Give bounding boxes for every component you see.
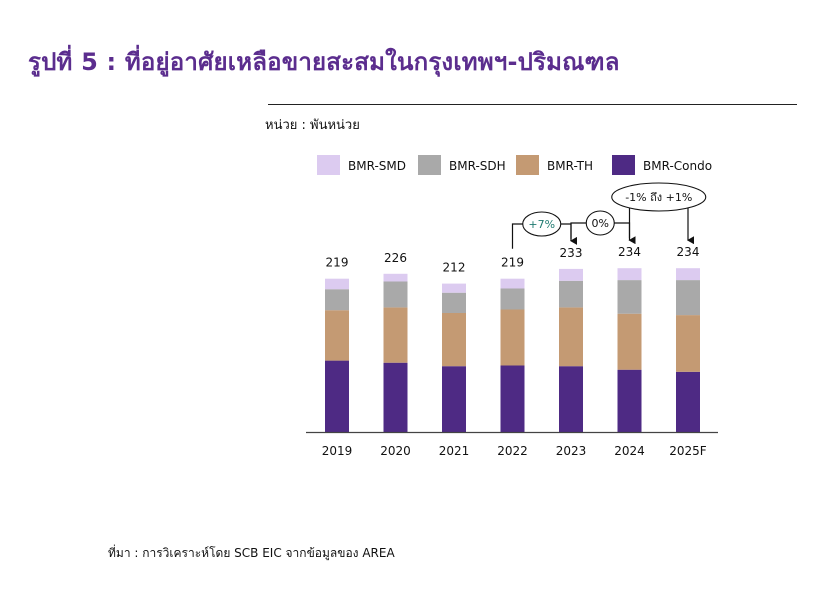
growth-annotations: +7% 0% -1% ถึง +1% bbox=[511, 182, 707, 249]
bar-bmr-sdh-2022 bbox=[500, 288, 525, 310]
total-label-2022: 219 bbox=[501, 256, 524, 270]
bar-bmr-smd-2024 bbox=[617, 268, 642, 281]
figure-title: รูปที่ 5 : ที่อยู่อาศัยเหลือขายสะสมในกรุ… bbox=[28, 48, 620, 76]
bar-bmr-sdh-2023 bbox=[559, 280, 583, 308]
x-tick-label-2021: 2021 bbox=[439, 444, 470, 458]
growth-annotation-2024-2025f-bubble bbox=[611, 182, 707, 212]
bar-bmr-sdh-2021 bbox=[442, 292, 466, 313]
bar-bmr-condo-2019 bbox=[325, 360, 349, 432]
bar-bmr-smd-2019 bbox=[325, 278, 349, 290]
x-axis-labels: 2019 2020 2021 2022 2023 2024 2025F bbox=[322, 444, 707, 458]
legend-label-bmr-sdh: BMR-SDH bbox=[449, 159, 506, 173]
x-tick-label-2023: 2023 bbox=[556, 444, 587, 458]
total-label-2025f: 234 bbox=[677, 245, 700, 259]
bar-bmr-th-2021 bbox=[442, 313, 466, 367]
bar-bmr-condo-2020 bbox=[383, 362, 408, 432]
bar-bmr-th-2022 bbox=[500, 309, 525, 366]
total-label-2020: 226 bbox=[384, 251, 407, 265]
bar-bmr-condo-2025f bbox=[676, 371, 700, 432]
bar-bmr-smd-2022 bbox=[500, 278, 525, 289]
growth-annotation-2022-2023-label: +7% bbox=[528, 218, 555, 231]
legend-swatch-bmr-condo bbox=[612, 155, 635, 175]
bar-bmr-condo-2021 bbox=[442, 366, 466, 432]
unit-label: หน่วย : พันหน่วย bbox=[265, 118, 360, 133]
total-label-2021: 212 bbox=[443, 261, 466, 275]
total-label-2024: 234 bbox=[618, 245, 641, 259]
bar-bmr-smd-2020 bbox=[383, 273, 408, 282]
bar-bmr-smd-2023 bbox=[559, 268, 583, 281]
x-tick-label-2022: 2022 bbox=[497, 444, 528, 458]
total-labels-group: 219 226 212 219 233 234 234 bbox=[326, 245, 700, 274]
bar-bmr-condo-2024 bbox=[617, 369, 642, 432]
bar-bmr-th-2023 bbox=[559, 307, 583, 367]
total-label-2023: 233 bbox=[560, 246, 583, 260]
source-note: ที่มา : การวิเคราะห์โดย SCB EIC จากข้อมู… bbox=[108, 546, 395, 560]
bar-bmr-smd-2021 bbox=[442, 283, 466, 293]
growth-annotation-2024-2025f-label: -1% ถึง +1% bbox=[625, 191, 692, 204]
bar-bmr-condo-2023 bbox=[559, 366, 583, 432]
growth-annotation-2023-2024-label: 0% bbox=[592, 217, 609, 230]
bar-bmr-condo-2022 bbox=[500, 365, 525, 432]
bar-bmr-th-2020 bbox=[383, 307, 408, 363]
x-tick-label-2019: 2019 bbox=[322, 444, 353, 458]
legend-swatch-bmr-sdh bbox=[418, 155, 441, 175]
bar-bmr-sdh-2025f bbox=[676, 280, 700, 316]
x-tick-label-2025f: 2025F bbox=[669, 444, 707, 458]
bar-bmr-th-2019 bbox=[325, 310, 349, 361]
legend-label-bmr-th: BMR-TH bbox=[547, 159, 593, 173]
chart-legend: BMR-SMD BMR-SDH BMR-TH BMR-Condo bbox=[317, 155, 712, 175]
bar-bmr-sdh-2024 bbox=[617, 280, 642, 314]
legend-swatch-bmr-th bbox=[516, 155, 539, 175]
growth-annotation-2022-2023-bubble bbox=[522, 211, 562, 237]
title-divider bbox=[268, 104, 797, 105]
x-tick-label-2024: 2024 bbox=[614, 444, 645, 458]
total-label-2019: 219 bbox=[326, 256, 349, 270]
legend-label-bmr-condo: BMR-Condo bbox=[643, 159, 712, 173]
bar-bmr-sdh-2019 bbox=[325, 289, 349, 311]
bar-bmr-sdh-2020 bbox=[383, 281, 408, 308]
growth-annotation-2023-2024-bubble bbox=[585, 210, 615, 236]
bar-bmr-smd-2025f bbox=[676, 268, 700, 281]
bar-bmr-th-2025f bbox=[676, 315, 700, 372]
legend-swatch-bmr-smd bbox=[317, 155, 340, 175]
bars-group bbox=[325, 268, 700, 432]
bar-bmr-th-2024 bbox=[617, 313, 642, 370]
legend-label-bmr-smd: BMR-SMD bbox=[348, 159, 406, 173]
x-tick-label-2020: 2020 bbox=[380, 444, 411, 458]
